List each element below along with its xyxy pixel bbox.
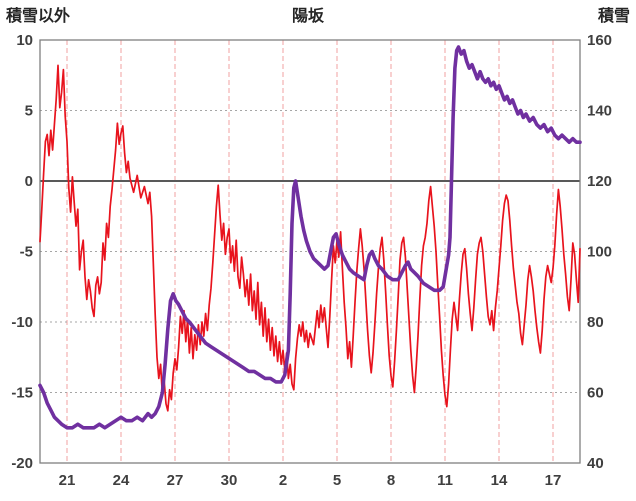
left-axis-tick-label: -10 [11,314,33,331]
x-axis-tick-label: 17 [545,472,562,489]
left-axis-series-line [39,64,581,412]
x-axis-tick-label: 30 [221,472,238,489]
right-axis-tick-label: 60 [587,385,604,402]
axis-tick-labels: 10 5 0 -5 -10 -15 -20 160 140 120 100 80 60 40 21 24 27 3… [11,32,612,489]
left-axis-tick-label: 10 [16,32,33,49]
left-axis-tick-label: 5 [25,103,33,120]
right-axis-title: 積雪 [597,6,630,25]
x-axis-tick-label: 27 [167,472,184,489]
x-axis-tick-label: 2 [279,472,287,489]
left-axis-tick-label: 0 [25,173,33,190]
chart-title: 陽坂 [292,7,325,25]
left-axis-tick-label: -15 [11,385,33,402]
right-axis-tick-label: 100 [587,244,612,261]
right-axis-tick-label: 140 [587,103,612,120]
x-axis-tick-label: 24 [113,472,130,489]
right-axis-tick-label: 160 [587,32,612,49]
left-axis-title: 積雪以外 [5,6,70,25]
left-axis-tick-label: -20 [11,455,33,472]
x-axis-tick-label: 5 [333,472,341,489]
x-axis-tick-label: 14 [491,472,508,489]
snow-depth-series-line [38,45,582,430]
x-axis-tick-label: 11 [437,472,453,489]
left-axis-tick-label: -5 [20,244,33,261]
right-axis-tick-label: 40 [587,455,604,472]
series-lines [38,45,582,430]
x-axis-tick-label: 21 [59,472,76,489]
x-axis-tick-label: 8 [387,472,395,489]
right-axis-tick-label: 80 [587,314,604,331]
right-axis-tick-label: 120 [587,173,612,190]
